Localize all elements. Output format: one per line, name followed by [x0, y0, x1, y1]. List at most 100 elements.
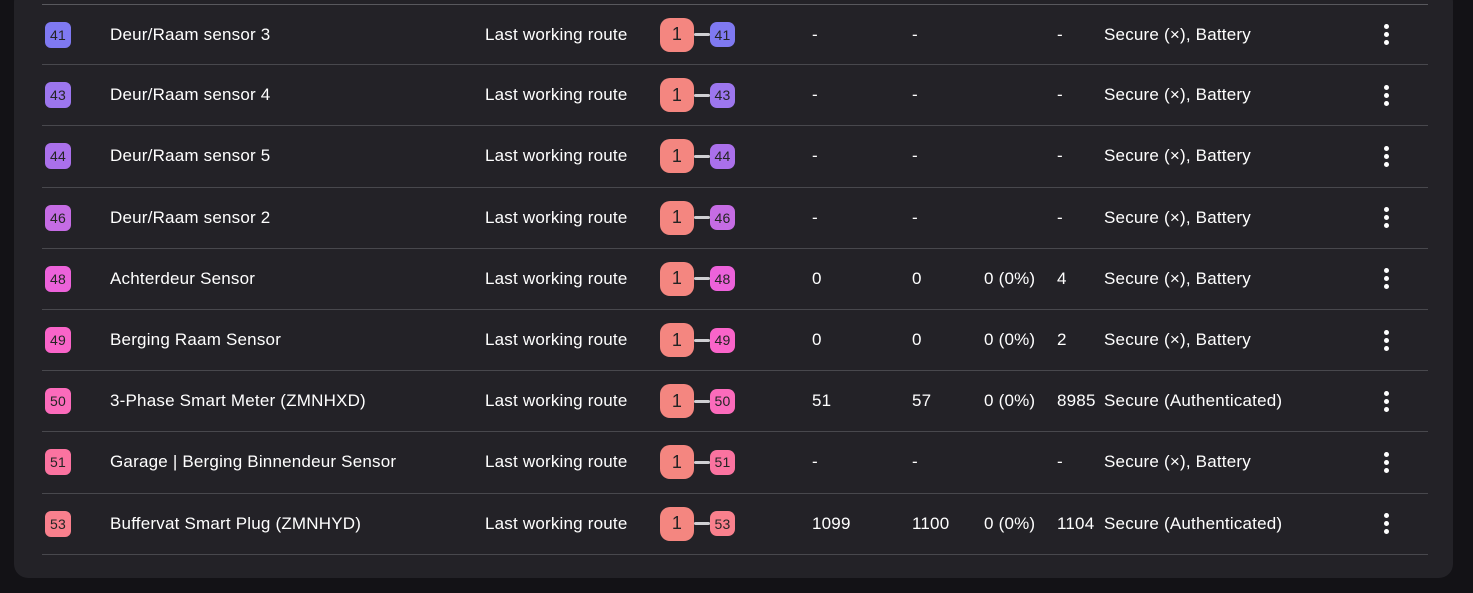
row-menu-button[interactable]	[1369, 262, 1403, 296]
route-target-badge: 50	[710, 388, 735, 414]
stat-col4-value: -	[1057, 85, 1063, 105]
route-controller-badge: 1	[660, 17, 694, 52]
route-connector-line	[694, 93, 710, 97]
route-type-label: Last working route	[485, 452, 628, 472]
node-table: 41 Deur/Raam sensor 3 Last working route…	[42, 0, 1428, 555]
table-row[interactable]: 44 Deur/Raam sensor 5 Last working route…	[42, 126, 1428, 188]
table-row[interactable]: 48 Achterdeur Sensor Last working route …	[42, 249, 1428, 310]
security-status: Secure (×), Battery	[1104, 452, 1251, 472]
security-status: Secure (×), Battery	[1104, 146, 1251, 166]
row-menu-button[interactable]	[1369, 78, 1403, 112]
stat-col4-value: 8985	[1057, 391, 1096, 411]
node-name: Garage | Berging Binnendeur Sensor	[110, 452, 397, 472]
row-menu-button[interactable]	[1369, 507, 1403, 541]
node-id-badge: 50	[45, 388, 71, 415]
stat-col2-value: 0	[912, 268, 922, 288]
more-vert-icon	[1383, 329, 1389, 351]
node-id-badge: 44	[45, 143, 71, 170]
more-vert-icon	[1383, 451, 1389, 473]
node-id-badge: 46	[45, 204, 71, 231]
stat-col3-value: 0 (0%)	[984, 513, 1036, 533]
stat-col4-value: 1104	[1057, 513, 1095, 533]
more-vert-icon	[1383, 390, 1389, 412]
stat-col1-value: 51	[812, 391, 832, 411]
route-connector-line	[694, 460, 710, 464]
stat-col4-value: 2	[1057, 330, 1067, 350]
stat-col4-value: -	[1057, 452, 1063, 472]
stat-col1-value: 0	[812, 330, 822, 350]
table-row[interactable]: 50 3-Phase Smart Meter (ZMNHXD) Last wor…	[42, 371, 1428, 433]
route-connector-line	[694, 399, 710, 403]
route-type-label: Last working route	[485, 146, 628, 166]
row-menu-button[interactable]	[1369, 445, 1403, 479]
more-vert-icon	[1383, 268, 1389, 290]
row-menu-button[interactable]	[1369, 384, 1403, 418]
more-vert-icon	[1383, 145, 1389, 167]
route-type-label: Last working route	[485, 513, 628, 533]
node-name: Deur/Raam sensor 4	[110, 85, 271, 105]
node-name: Achterdeur Sensor	[110, 268, 256, 288]
stat-col4-value: -	[1057, 207, 1063, 227]
node-table-card: 41 Deur/Raam sensor 3 Last working route…	[14, 0, 1453, 578]
table-row[interactable]: 51 Garage | Berging Binnendeur Sensor La…	[42, 432, 1428, 494]
security-status: Secure (×), Battery	[1104, 268, 1251, 288]
stat-col3-value: 0 (0%)	[984, 391, 1036, 411]
node-name: 3-Phase Smart Meter (ZMNHXD)	[110, 391, 366, 411]
node-id-badge: 51	[45, 449, 71, 476]
stat-col2-value: 0	[912, 330, 922, 350]
route-visualization: 1 44	[660, 139, 735, 174]
row-menu-button[interactable]	[1369, 18, 1403, 52]
route-connector-line	[694, 33, 710, 37]
stat-col4-value: -	[1057, 24, 1063, 44]
route-connector-line	[694, 154, 710, 158]
route-controller-badge: 1	[660, 200, 694, 235]
route-target-badge: 41	[710, 22, 735, 48]
node-name: Deur/Raam sensor 5	[110, 146, 271, 166]
more-vert-icon	[1383, 207, 1389, 229]
route-target-badge: 48	[710, 266, 735, 292]
route-controller-badge: 1	[660, 139, 694, 174]
node-name: Deur/Raam sensor 3	[110, 24, 271, 44]
stat-col2-value: -	[912, 85, 918, 105]
table-row[interactable]: 49 Berging Raam Sensor Last working rout…	[42, 310, 1428, 372]
route-type-label: Last working route	[485, 207, 628, 227]
route-target-badge: 46	[710, 205, 735, 231]
route-type-label: Last working route	[485, 391, 628, 411]
route-connector-line	[694, 338, 710, 342]
row-menu-button[interactable]	[1369, 139, 1403, 173]
row-menu-button[interactable]	[1369, 323, 1403, 357]
security-status: Secure (×), Battery	[1104, 330, 1251, 350]
more-vert-icon	[1383, 84, 1389, 106]
route-target-badge: 44	[710, 143, 735, 169]
node-id-badge: 49	[45, 327, 71, 354]
route-visualization: 1 49	[660, 323, 735, 358]
stat-col2-value: -	[912, 146, 918, 166]
more-vert-icon	[1383, 513, 1389, 535]
route-controller-badge: 1	[660, 261, 694, 296]
more-vert-icon	[1383, 24, 1389, 46]
stat-col4-value: -	[1057, 146, 1063, 166]
security-status: Secure (×), Battery	[1104, 85, 1251, 105]
row-menu-button[interactable]	[1369, 201, 1403, 235]
route-target-badge: 51	[710, 449, 735, 475]
route-visualization: 1 51	[660, 445, 735, 480]
route-controller-badge: 1	[660, 506, 694, 541]
route-controller-badge: 1	[660, 323, 694, 358]
route-target-badge: 49	[710, 327, 735, 353]
table-row[interactable]: 43 Deur/Raam sensor 4 Last working route…	[42, 65, 1428, 127]
table-row[interactable]: 46 Deur/Raam sensor 2 Last working route…	[42, 188, 1428, 249]
table-row[interactable]: 53 Buffervat Smart Plug (ZMNHYD) Last wo…	[42, 494, 1428, 555]
stat-col3-value: 0 (0%)	[984, 268, 1036, 288]
stat-col1-value: -	[812, 24, 818, 44]
security-status: Secure (Authenticated)	[1104, 391, 1283, 411]
node-id-badge: 43	[45, 82, 71, 109]
route-visualization: 1 50	[660, 384, 735, 419]
stat-col1-value: -	[812, 452, 818, 472]
security-status: Secure (Authenticated)	[1104, 513, 1283, 533]
stat-col2-value: -	[912, 452, 918, 472]
route-visualization: 1 53	[660, 506, 735, 541]
route-connector-line	[694, 277, 710, 281]
route-visualization: 1 43	[660, 78, 735, 113]
table-row[interactable]: 41 Deur/Raam sensor 3 Last working route…	[42, 4, 1428, 66]
route-type-label: Last working route	[485, 24, 628, 44]
